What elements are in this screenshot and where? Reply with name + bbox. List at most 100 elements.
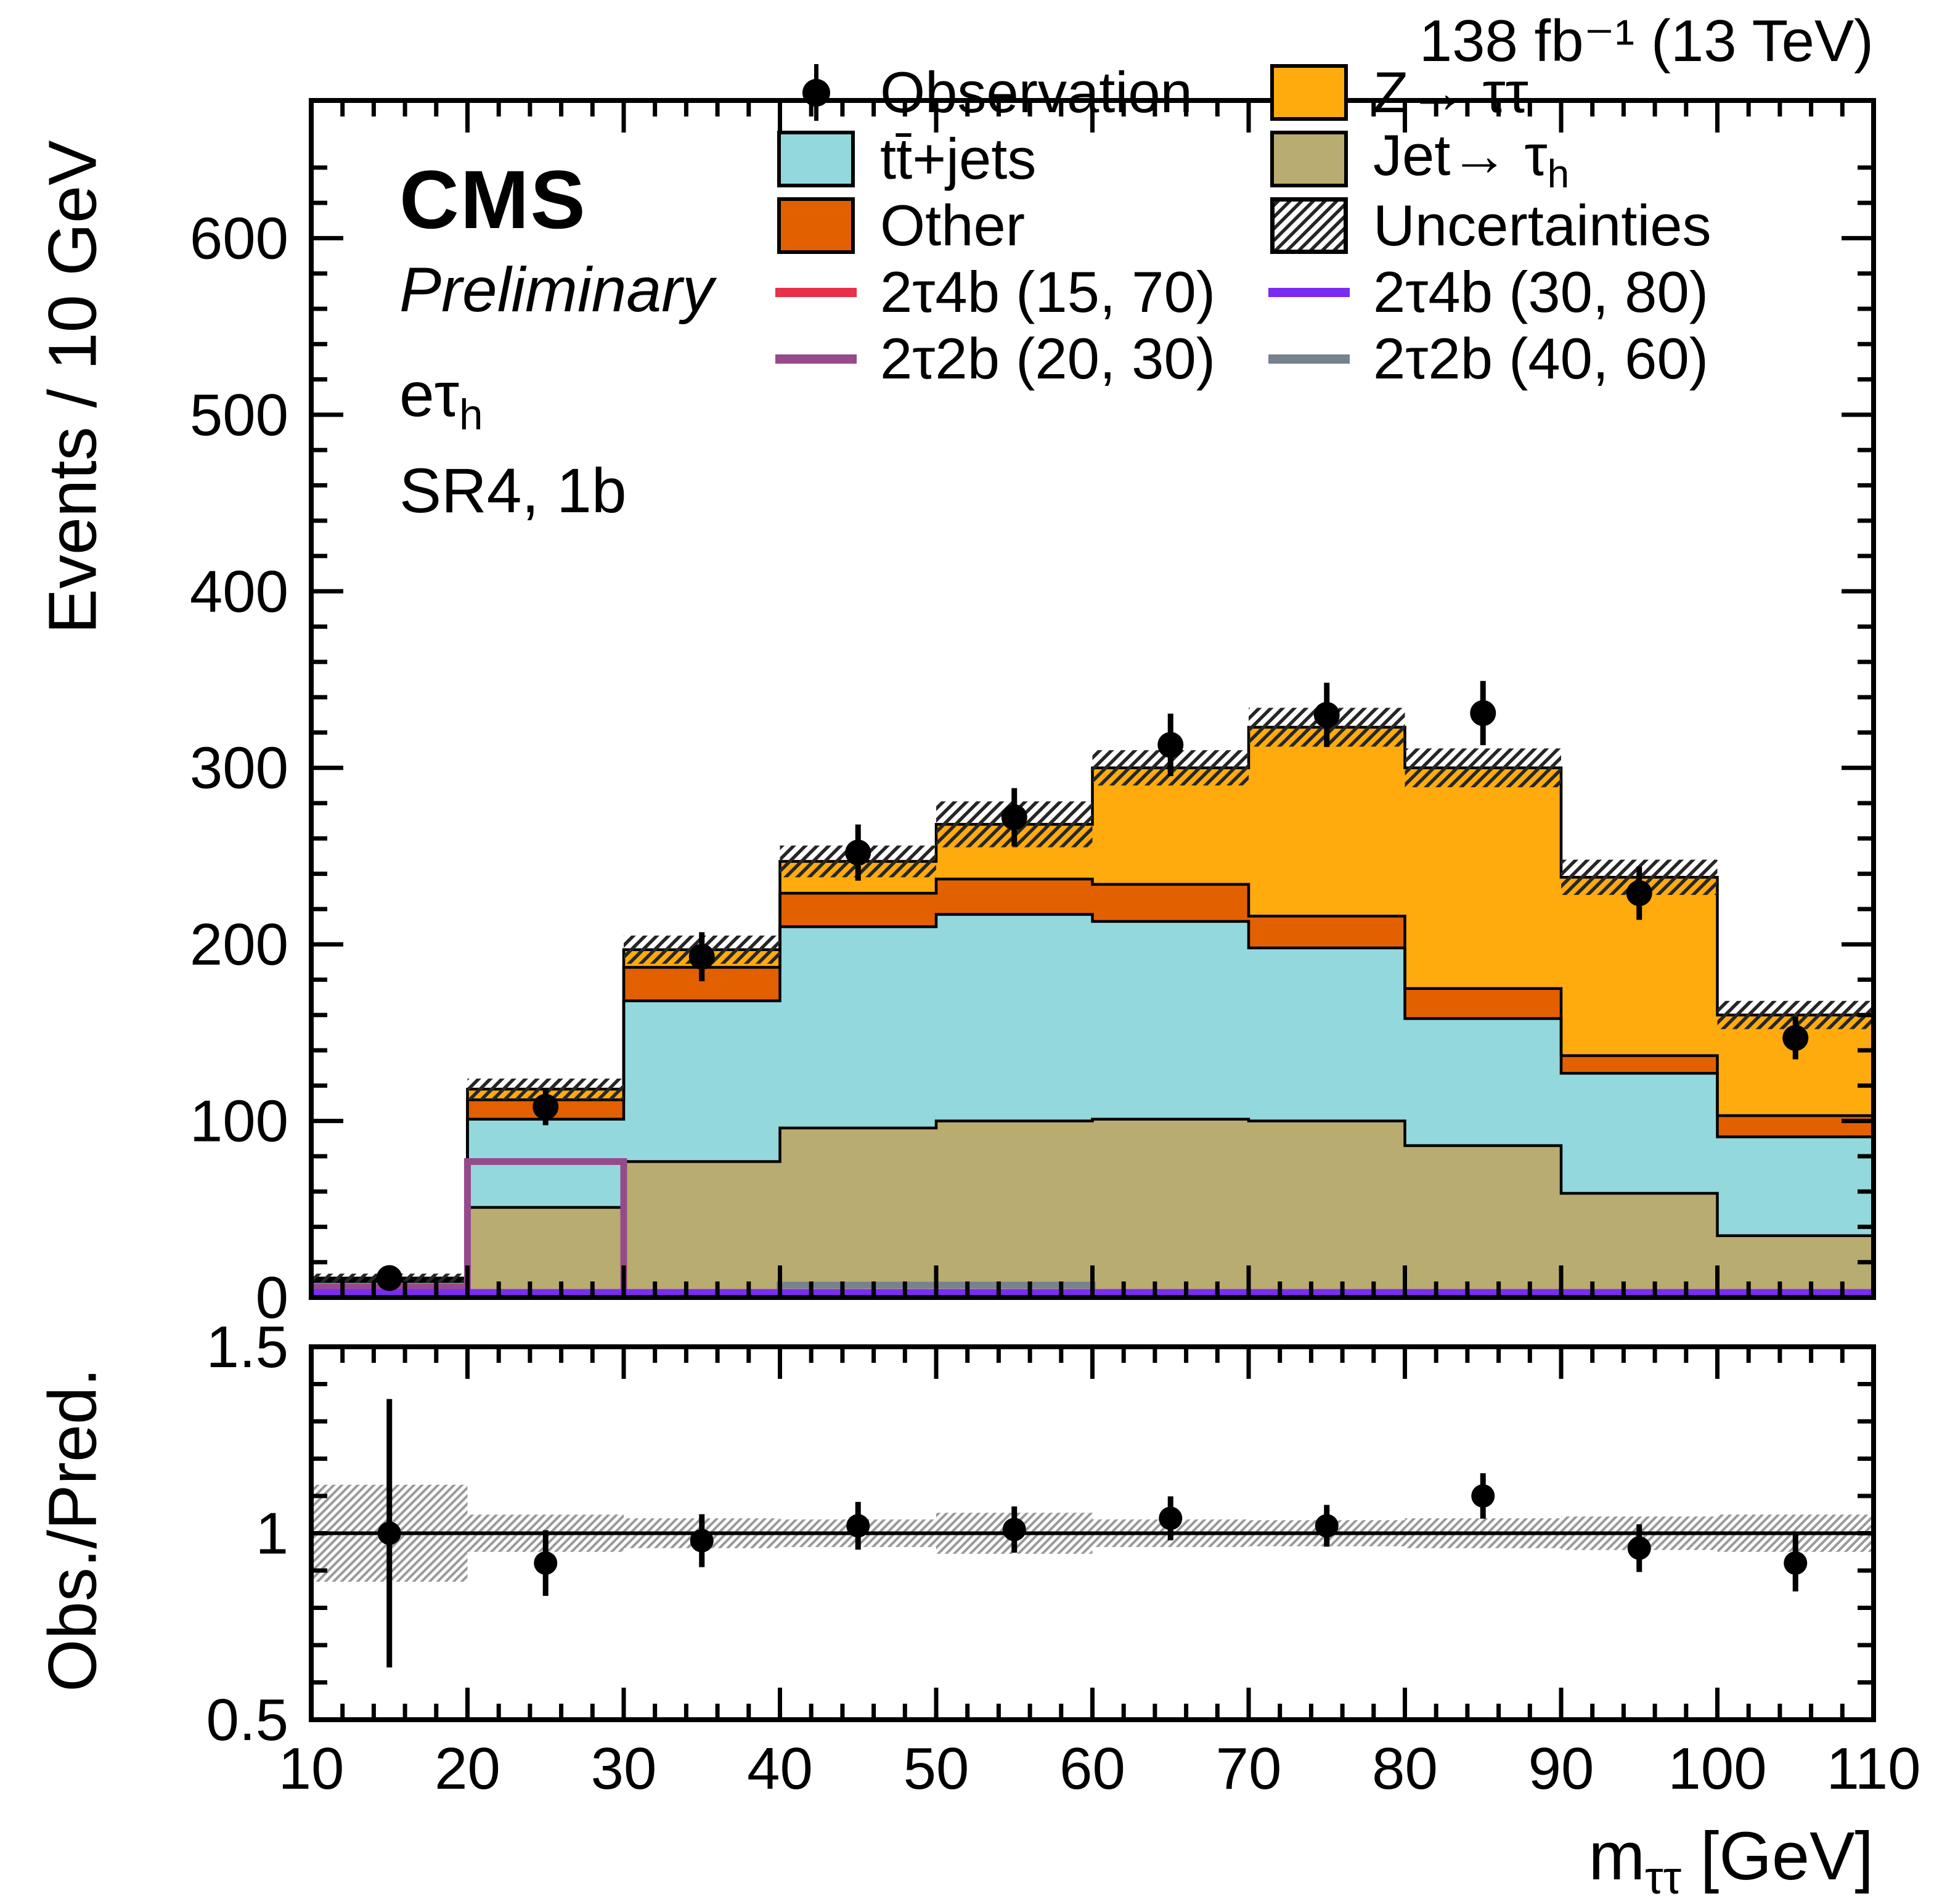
channel-main: eτ [399,359,460,430]
obs-point [845,840,871,866]
legend-item-2t2b-40-60: 2τ2b (40, 60) [1268,325,1711,392]
ratio-point [1627,1536,1651,1560]
ratio-point [690,1529,714,1553]
stack-layer-other [1092,884,1249,921]
y-main-tick-label: 300 [190,735,288,801]
legend-column-2: Z→ ττ Jet→ τh Uncertainties 2τ4b (30, 80… [1268,59,1711,392]
legend-item-other: Other [775,192,1215,259]
y-ratio-tick-label: 1 [256,1501,288,1567]
region-label: SR4, 1b [399,456,627,526]
stack-layer-ttjets [1249,947,1405,1121]
ratio-point [1002,1518,1026,1542]
stack-layer-ttjets [780,926,936,1129]
obs-point [1157,732,1184,758]
ztautau-swatch [1270,64,1348,121]
signal-line-icon [775,354,857,364]
stack-layer-jet-tauh [624,1161,780,1297]
x-tick-label: 80 [1372,1736,1438,1802]
stack-layer-jet-tauh [1405,1145,1561,1297]
channel-label: eτh [399,359,483,439]
y-main-tick-label: 600 [190,205,288,271]
signal-line-icon [775,287,857,297]
obs-point [1001,804,1027,830]
signal-line-icon [1268,287,1350,297]
uncertainty-hatch-icon [1270,197,1348,254]
y-ratio-tick-label: 0.5 [206,1687,288,1753]
ratio-point [534,1551,558,1575]
obs-point [1782,1024,1809,1051]
stack-layer-other [936,879,1093,915]
legend-item-observation: Observation [775,59,1215,126]
ratio-frame [309,1344,1876,1722]
x-tick-label: 40 [747,1736,813,1802]
other-swatch [777,197,855,254]
legend-label: 2τ2b (20, 30) [880,326,1216,391]
obs-point [532,1093,559,1120]
legend-item-ttjets: tt̄+jets [775,126,1215,192]
ratio-point [1471,1484,1495,1508]
legend-label: Z→ ττ [1373,60,1528,125]
obs-point [376,1265,402,1291]
ratio-point [1159,1506,1183,1530]
stack-layer-ztautau [1405,767,1561,989]
stack-layer-jet-tauh [780,1128,936,1297]
channel-sub: h [459,390,483,439]
y-main-tick-label: 0 [256,1265,288,1331]
stack-layer-other [1249,916,1405,948]
x-tick-label: 50 [904,1736,969,1802]
uncertainty-band-bin [1405,748,1561,788]
ratio-y-axis-title: Obs./Pred. [35,1368,111,1692]
x-tick-label: 90 [1528,1736,1594,1802]
legend-label: 2τ4b (30, 80) [1373,259,1709,324]
y-main-tick-label: 400 [190,558,288,624]
legend-label: Jet→ τh [1373,122,1569,197]
stack-layer-ztautau [1249,727,1405,917]
obs-point [1313,701,1340,728]
ratio-point [1784,1551,1808,1575]
stack-outline-ztautau [311,725,1874,1280]
obs-point [1470,700,1496,726]
observation-marker-icon [775,59,857,126]
stack-layer-jet-tauh [936,1121,1093,1297]
legend-label: 2τ2b (40, 60) [1373,326,1709,391]
x-axis-title: mττ [GeV] [1588,1817,1874,1904]
luminosity-label: 138 fb⁻¹ (13 TeV) [1419,8,1874,74]
main-frame [309,98,1876,1300]
main-y-axis-title: Events / 10 GeV [35,140,111,634]
stack-layer-ttjets [936,914,1093,1121]
legend-item-2t4b-30-80: 2τ4b (30, 80) [1268,259,1711,325]
ratio-point [1315,1514,1339,1538]
legend-item-ztautau: Z→ ττ [1268,59,1711,126]
x-tick-label: 100 [1668,1736,1766,1802]
stack-layer-jet-tauh [1561,1193,1718,1297]
preliminary-label: Preliminary [399,255,714,325]
obs-point [688,944,715,970]
stack-layer-jet-tauh [1717,1235,1874,1297]
x-title-sub: ττ [1645,1852,1682,1903]
x-tick-label: 30 [591,1736,657,1802]
stack-layer-ttjets [1561,1073,1718,1194]
y-main-tick-label: 200 [190,912,288,978]
legend-label: tt̄+jets [880,126,1037,191]
stack-layer-ttjets [1405,1018,1561,1146]
y-main-tick-label: 100 [190,1089,288,1154]
stack-layer-jet-tauh [1249,1121,1405,1297]
x-tick-label: 110 [1826,1736,1920,1802]
legend-label: Observation [880,60,1193,125]
legend-label-sub: h [1547,151,1570,196]
stack-layer-ttjets [1092,921,1249,1119]
experiment-label: CMS [399,154,587,246]
y-main-tick-label: 500 [190,382,288,448]
stack-layer-jet-tauh [467,1207,624,1297]
stack-layer-ttjets [1717,1137,1874,1236]
ttjets-swatch [777,131,855,187]
x-tick-label: 20 [435,1736,500,1802]
legend-label-main: Jet→ τ [1373,122,1548,187]
legend-item-uncertainties: Uncertainties [1268,192,1711,259]
stack-layer-jet-tauh [1092,1119,1249,1297]
obs-point [1626,880,1652,907]
main-panel: 0 100 200 300 400 500 600 [190,98,1876,1331]
stack-layer-ztautau [1092,767,1249,885]
